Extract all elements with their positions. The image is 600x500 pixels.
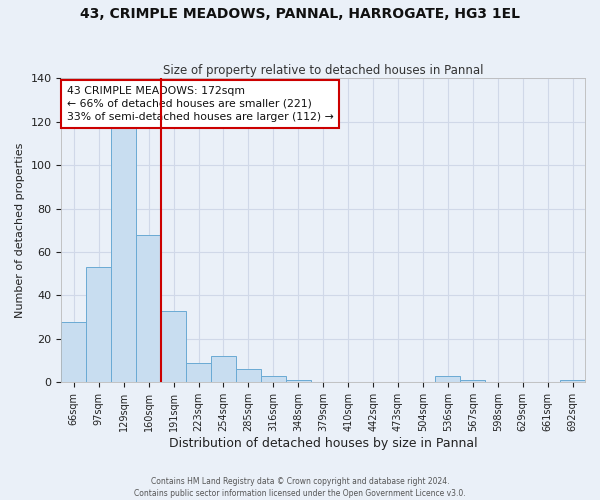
Bar [286,380,311,382]
Bar [460,380,485,382]
Bar [161,310,186,382]
Title: Size of property relative to detached houses in Pannal: Size of property relative to detached ho… [163,64,484,77]
Bar [61,322,86,382]
Bar [560,380,585,382]
X-axis label: Distribution of detached houses by size in Pannal: Distribution of detached houses by size … [169,437,478,450]
Text: 43 CRIMPLE MEADOWS: 172sqm
← 66% of detached houses are smaller (221)
33% of sem: 43 CRIMPLE MEADOWS: 172sqm ← 66% of deta… [67,86,334,122]
Bar [136,234,161,382]
Bar [236,370,261,382]
Bar [86,267,111,382]
Bar [436,376,460,382]
Bar [186,363,211,382]
Bar [211,356,236,382]
Text: 43, CRIMPLE MEADOWS, PANNAL, HARROGATE, HG3 1EL: 43, CRIMPLE MEADOWS, PANNAL, HARROGATE, … [80,8,520,22]
Text: Contains HM Land Registry data © Crown copyright and database right 2024.
Contai: Contains HM Land Registry data © Crown c… [134,476,466,498]
Bar [261,376,286,382]
Bar [111,126,136,382]
Y-axis label: Number of detached properties: Number of detached properties [15,142,25,318]
